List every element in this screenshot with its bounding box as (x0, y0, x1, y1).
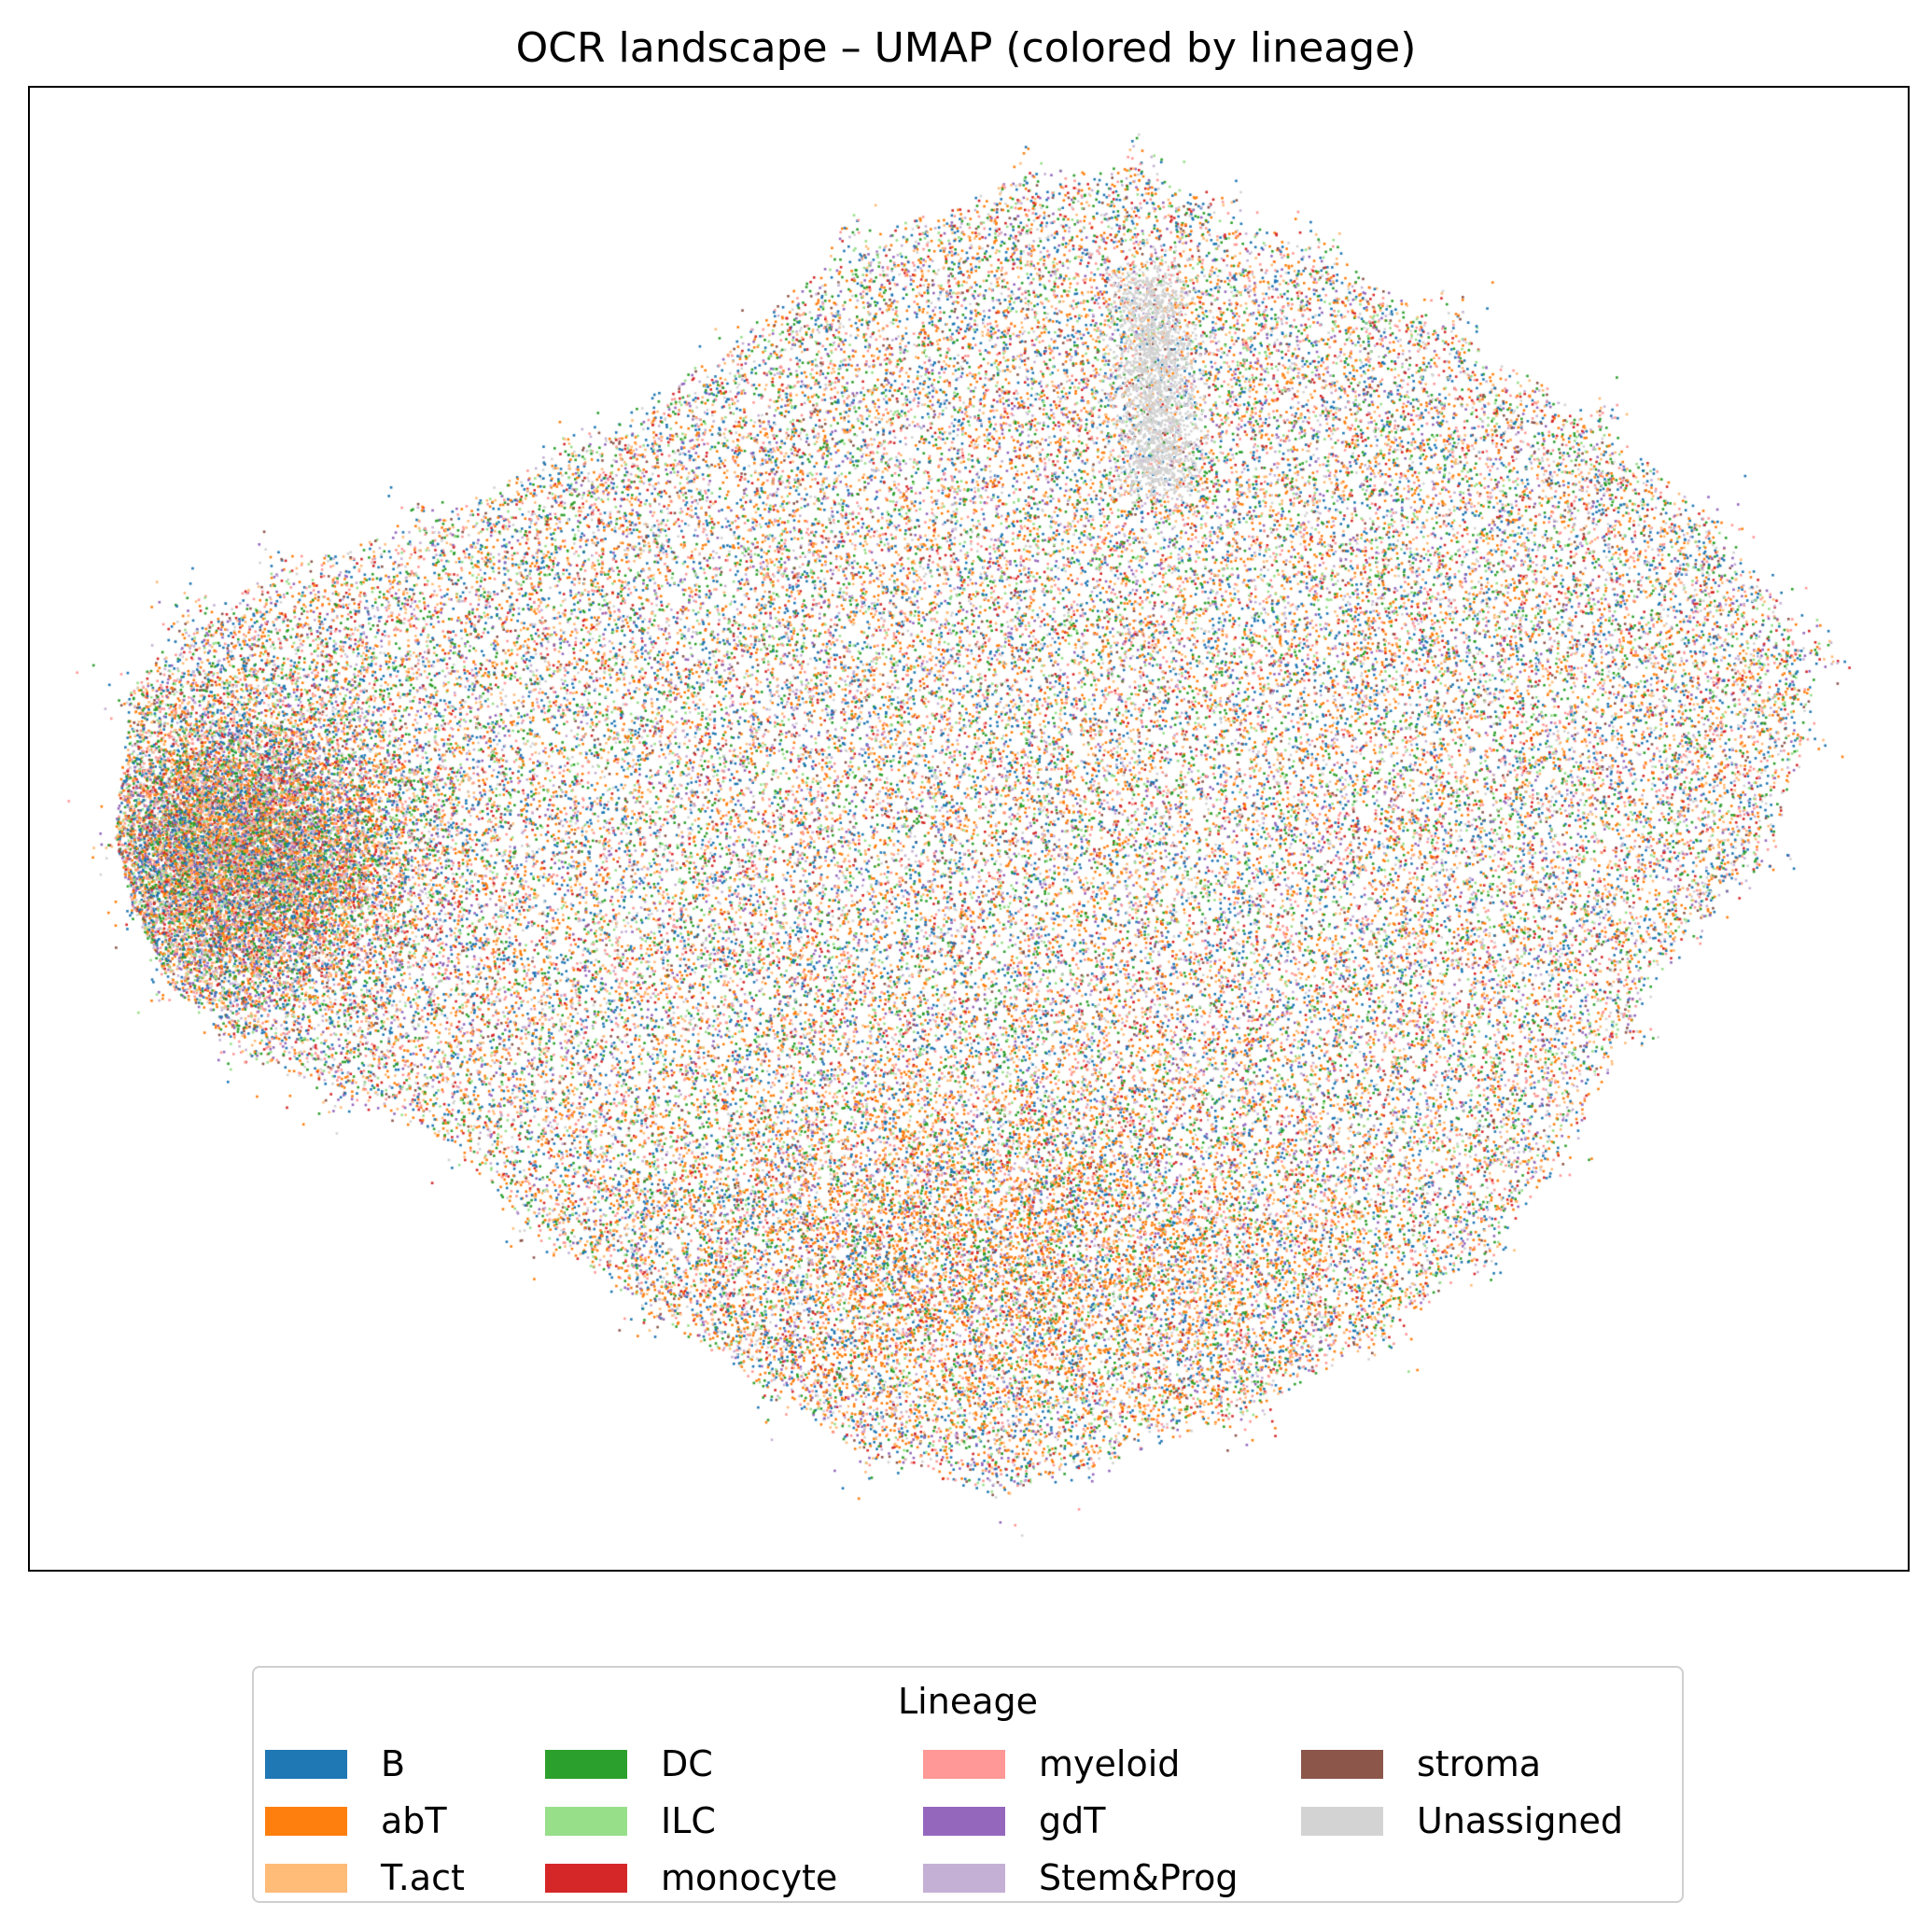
legend-label: abT (381, 1800, 447, 1841)
legend-item: ILC (534, 1797, 716, 1844)
legend-label: T.act (381, 1857, 465, 1898)
legend-swatch (265, 1863, 347, 1893)
legend-swatch (1301, 1806, 1383, 1836)
legend-item: stroma (1290, 1741, 1541, 1787)
legend-item: Unassigned (1290, 1797, 1623, 1844)
legend-label: gdT (1039, 1800, 1106, 1841)
legend-swatch (265, 1806, 347, 1836)
legend-label: ILC (661, 1800, 716, 1841)
legend-swatch (1301, 1749, 1383, 1779)
legend-swatch (923, 1863, 1005, 1893)
legend-swatch (265, 1749, 347, 1779)
legend-item: B (254, 1741, 405, 1787)
legend-item: monocyte (534, 1854, 837, 1901)
legend-item: myeloid (912, 1741, 1180, 1787)
legend-item: Stem&Prog (912, 1854, 1238, 1901)
legend-swatch (923, 1749, 1005, 1779)
legend-swatch (545, 1749, 627, 1779)
legend-label: Stem&Prog (1039, 1857, 1239, 1898)
legend-item: DC (534, 1741, 713, 1787)
legend-title: Lineage (898, 1681, 1038, 1722)
legend-label: myeloid (1039, 1743, 1181, 1784)
chart-title: OCR landscape – UMAP (colored by lineage… (515, 24, 1417, 72)
legend-item: abT (254, 1797, 447, 1844)
legend-item: gdT (912, 1797, 1105, 1844)
legend-swatch (545, 1863, 627, 1893)
umap-scatter-points (30, 88, 1907, 1569)
legend-label: DC (661, 1743, 713, 1784)
legend-label: stroma (1417, 1743, 1542, 1784)
legend-swatch (923, 1806, 1005, 1836)
legend-label: Unassigned (1417, 1800, 1624, 1841)
legend-label: monocyte (661, 1857, 838, 1898)
legend-label: B (381, 1743, 406, 1784)
legend-item: T.act (254, 1854, 465, 1901)
plot-area (28, 86, 1910, 1572)
legend-swatch (545, 1806, 627, 1836)
